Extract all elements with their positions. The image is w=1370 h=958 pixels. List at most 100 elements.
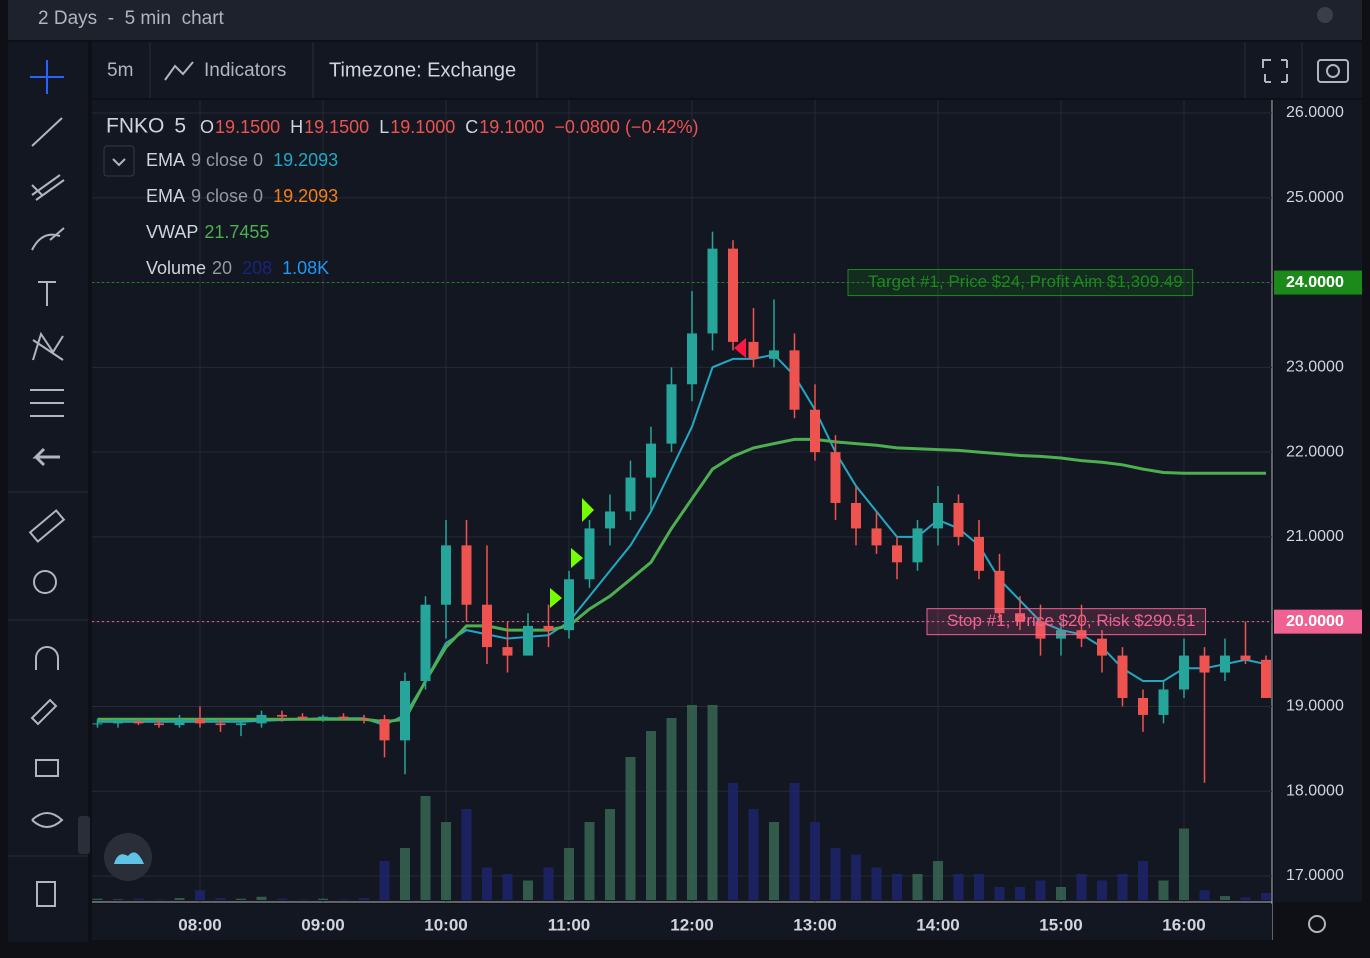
zoom-tool[interactable] — [33, 570, 57, 594]
candle-body — [338, 716, 349, 719]
volume-bar — [769, 822, 779, 900]
study-value: 1.08K — [282, 258, 329, 278]
volume-bar — [400, 848, 410, 900]
candle-body — [1035, 621, 1046, 639]
text-tool[interactable] — [38, 281, 56, 306]
study-name: Volume — [146, 258, 206, 278]
settings-icon[interactable] — [1317, 7, 1333, 23]
volume-bar — [974, 874, 984, 900]
volume-bar — [871, 867, 882, 900]
study-name: EMA — [146, 186, 185, 206]
candle-body — [933, 502, 943, 529]
ruler-tool[interactable] — [28, 509, 66, 543]
timezone-button[interactable]: Timezone: Exchange — [329, 59, 516, 81]
time-axis — [92, 904, 1272, 940]
x-tick-label: 09:00 — [301, 915, 344, 934]
order-text: Target #1, Price $24, Profit Aim $1,309.… — [868, 272, 1183, 291]
candle-body — [666, 384, 677, 444]
x-tick-label: 14:00 — [916, 915, 959, 934]
fullscreen-button[interactable] — [1262, 59, 1288, 83]
candle-body — [359, 718, 369, 720]
candle-body — [707, 248, 718, 334]
candle-body — [728, 248, 738, 342]
candle-body — [1097, 638, 1107, 656]
candle-body — [605, 511, 615, 529]
candle-body — [92, 723, 103, 725]
price-label-bg — [1274, 609, 1362, 634]
y-tick-label: 17.0000 — [1286, 867, 1344, 884]
price-axis — [1274, 100, 1362, 902]
volume-bar — [441, 822, 451, 900]
volume-bar — [1056, 887, 1066, 900]
candle-body — [1138, 697, 1148, 715]
y-tick-label: 19.0000 — [1286, 698, 1344, 715]
prediction-tool[interactable] — [30, 389, 64, 417]
ohlc-value: 19.1000 — [479, 117, 544, 137]
x-tick-label: 15:00 — [1039, 915, 1082, 934]
volume-bar — [748, 809, 759, 900]
candle-body — [1015, 613, 1025, 622]
study-params: 9 close 0 — [191, 150, 263, 170]
ohlc-key: C — [465, 117, 478, 137]
unlock-tool[interactable] — [35, 759, 59, 777]
volume-bar — [953, 874, 964, 900]
volume-bar — [174, 898, 185, 900]
trend-line-tool[interactable] — [31, 117, 63, 147]
candle-body — [974, 536, 984, 571]
study-params: 20 — [212, 258, 232, 278]
pattern-tool[interactable] — [32, 331, 64, 361]
volume-bar — [195, 890, 205, 900]
y-tick-label: 25.0000 — [1286, 189, 1344, 206]
indicators-icon — [164, 61, 194, 81]
y-tick-label: 26.0000 — [1286, 104, 1344, 121]
visibility-tool[interactable] — [31, 812, 64, 828]
candle-body — [482, 604, 492, 648]
axis-settings[interactable] — [1308, 915, 1326, 933]
volume-bar — [933, 861, 943, 900]
ohlc-value: 19.1500 — [215, 117, 280, 137]
legend-interval: 5 — [174, 115, 186, 138]
volume-bar — [912, 874, 923, 900]
candle-body — [1261, 659, 1271, 698]
volume-bar — [564, 848, 574, 900]
y-tick-label: 20.0000 — [1286, 613, 1344, 630]
volume-bar — [420, 796, 431, 900]
candle-body — [195, 719, 205, 724]
logo-mark — [114, 852, 144, 864]
volume-bar — [1220, 896, 1230, 900]
candle-body — [769, 350, 779, 359]
back-tool[interactable] — [32, 447, 60, 467]
study-line — [97, 437, 1266, 724]
crosshair-tool[interactable] — [30, 60, 64, 94]
collapse-toolbar[interactable] — [78, 816, 90, 854]
study-value: 19.2093 — [273, 150, 338, 170]
volume-bar — [359, 898, 369, 900]
interval-button[interactable]: 5m — [107, 60, 133, 81]
x-tick-label: 10:00 — [424, 915, 467, 934]
volume-bar — [318, 898, 328, 900]
legend: FNKO 5 O 19.1500 H 19.1500 L 19.1000 C 19.1000 −0.… — [106, 115, 698, 278]
indicators-button[interactable]: Indicators — [204, 60, 286, 81]
lock-draw-tool[interactable] — [30, 698, 58, 726]
brush-tool[interactable] — [31, 227, 65, 251]
volume-bar — [892, 874, 902, 900]
order-box — [847, 269, 1194, 297]
plot-area — [92, 100, 1272, 902]
study-params: 9 close 0 — [191, 186, 263, 206]
legend-toggle[interactable] — [103, 145, 135, 177]
trash-tool[interactable] — [36, 881, 56, 907]
sell-signal — [734, 338, 746, 358]
snapshot-button[interactable] — [1317, 59, 1349, 83]
ohlc-key: L — [379, 117, 389, 137]
candle-body — [687, 333, 697, 385]
candle-body — [256, 714, 267, 724]
fib-tool[interactable] — [31, 174, 65, 201]
magnet-tool[interactable] — [35, 646, 59, 670]
candle-body — [810, 409, 820, 453]
order-label: Stop #1, Price $20, Risk $290.51 — [926, 608, 1207, 636]
volume-bar — [1015, 887, 1025, 900]
y-tick-label: 21.0000 — [1286, 528, 1344, 545]
snapshot-lens — [1326, 64, 1340, 78]
volume-bar — [461, 809, 472, 900]
